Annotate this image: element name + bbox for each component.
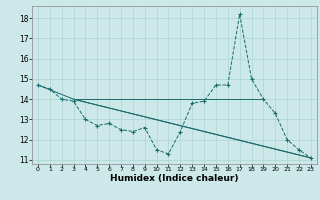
X-axis label: Humidex (Indice chaleur): Humidex (Indice chaleur) [110, 174, 239, 183]
